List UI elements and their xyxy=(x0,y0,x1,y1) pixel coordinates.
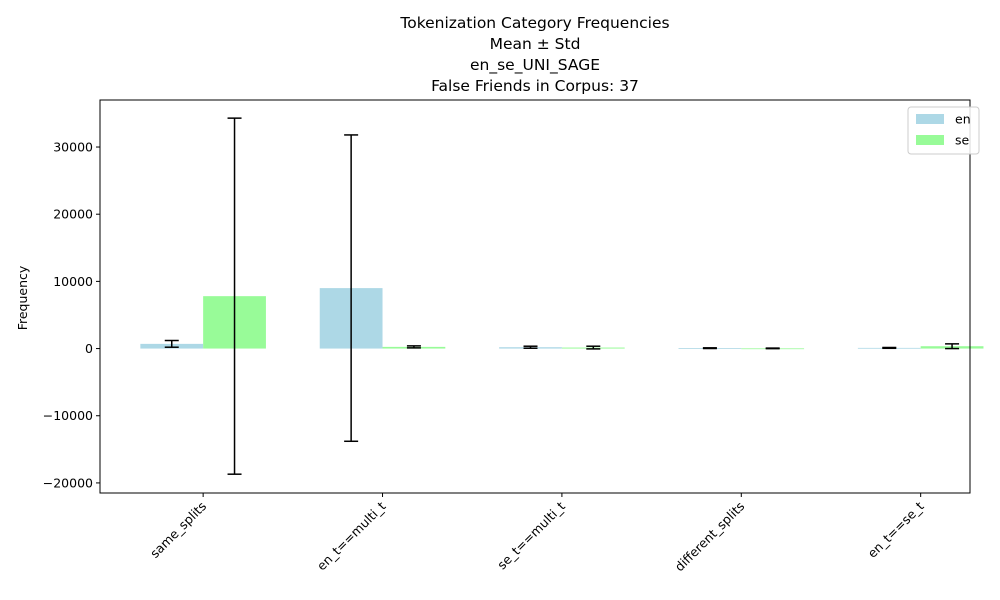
legend: en se xyxy=(907,106,980,155)
y-tick-label: −10000 xyxy=(43,408,93,423)
chart-title: Tokenization Category Frequencies Mean ± … xyxy=(399,14,669,95)
y-axis: −20000 −10000 0 10000 20000 30000 xyxy=(43,140,100,490)
title-line: Mean ± Std xyxy=(490,35,581,53)
x-tick-label: en_t==se_t xyxy=(865,498,927,560)
title-line: False Friends in Corpus: 37 xyxy=(431,77,639,95)
y-tick-label: 20000 xyxy=(53,207,93,222)
y-tick-label: −20000 xyxy=(43,475,93,490)
errorbars-layer xyxy=(164,117,960,475)
x-axis: same_splits en_t==multi_t se_t==multi_t dif… xyxy=(147,493,927,574)
legend-label-se: se xyxy=(955,133,970,148)
y-tick-label: 10000 xyxy=(53,274,93,289)
y-tick-label: 30000 xyxy=(53,140,93,155)
y-axis-label: Frequency xyxy=(15,265,30,330)
y-tick-label: 0 xyxy=(85,341,93,356)
x-tick-label: en_t==multi_t xyxy=(314,498,389,573)
bars-layer xyxy=(140,288,984,350)
legend-swatch-se xyxy=(916,135,944,145)
legend-label-en: en xyxy=(955,112,971,127)
plot-area-frame xyxy=(99,99,971,494)
legend-swatch-en xyxy=(916,114,944,124)
title-line: Tokenization Category Frequencies xyxy=(399,14,669,32)
title-line: en_se_UNI_SAGE xyxy=(470,56,600,75)
x-tick-label: se_t==multi_t xyxy=(494,498,568,572)
x-tick-label: same_splits xyxy=(147,499,209,561)
x-tick-label: different_splits xyxy=(672,499,748,575)
